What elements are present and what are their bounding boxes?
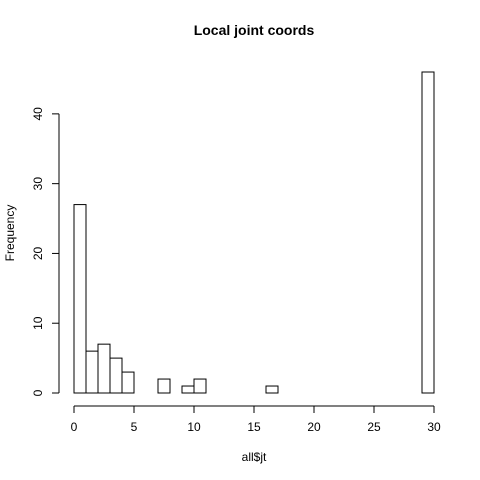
y-tick-label: 10 [31, 316, 45, 330]
y-axis: 0 10 20 30 40 [31, 107, 60, 396]
y-tick-label: 0 [31, 389, 45, 396]
histogram-bar [181, 385, 195, 394]
x-tick-label: 0 [71, 420, 78, 434]
chart-title: Local joint coords [194, 22, 315, 38]
x-tick-label: 30 [427, 420, 441, 434]
x-axis: 0 5 10 15 20 25 30 [71, 405, 441, 434]
histogram-bar [193, 378, 207, 394]
histogram-bar [85, 350, 99, 394]
histogram-bar [265, 385, 279, 394]
histogram-bar [97, 343, 111, 394]
y-tick-label: 40 [31, 107, 45, 121]
x-tick-label: 10 [187, 420, 201, 434]
histogram-bar [73, 204, 87, 394]
histogram-bar [157, 378, 171, 394]
histogram-bar [109, 357, 123, 394]
y-axis-label: Frequency [3, 205, 17, 262]
x-tick-label: 25 [367, 420, 381, 434]
histogram-bar [421, 71, 435, 394]
y-tick-label: 30 [31, 177, 45, 191]
x-tick-label: 15 [247, 420, 261, 434]
histogram-bar [121, 371, 135, 394]
bars-group [73, 71, 435, 394]
x-tick-label: 20 [307, 420, 321, 434]
x-tick-label: 5 [131, 420, 138, 434]
y-tick-label: 20 [31, 246, 45, 260]
x-axis-label: all$jt [242, 450, 267, 464]
